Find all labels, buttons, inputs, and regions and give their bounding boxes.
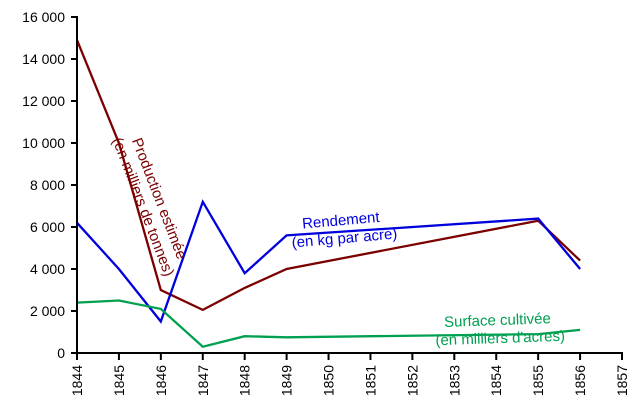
series-line-rendement bbox=[76, 199, 581, 324]
x-tick-label: 1848 bbox=[237, 365, 253, 396]
x-tick-label: 1846 bbox=[153, 365, 169, 396]
series-line-production bbox=[75, 39, 581, 312]
x-tick-label: 1851 bbox=[362, 365, 378, 396]
x-tick-label: 1852 bbox=[404, 365, 420, 396]
x-tick-label: 1850 bbox=[321, 365, 337, 396]
x-tick-label: 1849 bbox=[279, 365, 295, 396]
x-tick-label: 1847 bbox=[195, 365, 211, 396]
y-tick-label: 14 000 bbox=[22, 51, 65, 67]
series-line-surface bbox=[76, 299, 581, 348]
x-tick-label: 1844 bbox=[69, 365, 85, 396]
y-tick-label: 10 000 bbox=[22, 135, 65, 151]
y-tick-label: 16 000 bbox=[22, 9, 65, 25]
y-tick-label: 4 000 bbox=[30, 261, 65, 277]
y-tick-label: 6 000 bbox=[30, 219, 65, 235]
x-tick-label: 1854 bbox=[488, 365, 504, 396]
series-label-surface: Surface cultivée (en milliers d'acres) bbox=[435, 310, 566, 350]
y-tick-label: 2 000 bbox=[30, 303, 65, 319]
x-tick-label: 1853 bbox=[446, 365, 462, 396]
y-tick-label: 8 000 bbox=[30, 177, 65, 193]
y-tick-label: 0 bbox=[57, 345, 65, 361]
x-tick-label: 1857 bbox=[614, 365, 630, 396]
series-label-rendement: Rendement (en kg par acre) bbox=[289, 207, 398, 251]
y-tick-label: 12 000 bbox=[22, 93, 65, 109]
x-tick-label: 1855 bbox=[530, 365, 546, 396]
x-tick-label: 1845 bbox=[111, 365, 127, 396]
x-tick-label: 1856 bbox=[572, 365, 588, 396]
